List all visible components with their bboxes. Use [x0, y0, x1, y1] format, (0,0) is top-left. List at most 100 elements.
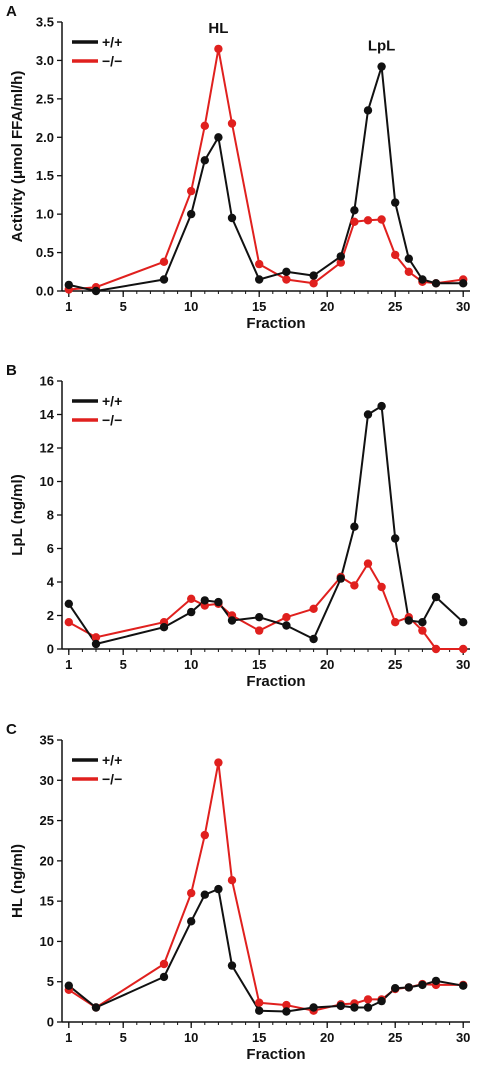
- data-point-wild-type: [377, 401, 386, 411]
- data-point-wild-type: [350, 206, 359, 215]
- data-point-wild-type: [350, 522, 359, 531]
- data-point-wild-type: [391, 198, 400, 207]
- y-tick-label: 3.5: [36, 15, 54, 30]
- data-point-wild-type: [459, 981, 468, 990]
- data-point-wild-type: [309, 634, 318, 644]
- y-tick-label: 30: [40, 773, 54, 788]
- data-point-wild-type: [64, 981, 74, 990]
- y-tick-label: 16: [40, 374, 54, 389]
- data-point-knockout: [282, 613, 291, 622]
- data-point-wild-type: [64, 599, 74, 608]
- data-point-wild-type: [418, 275, 427, 284]
- data-point-wild-type: [336, 574, 345, 583]
- data-point-wild-type: [431, 592, 441, 602]
- data-point-knockout: [309, 604, 318, 613]
- x-tick-label: 30: [456, 657, 470, 672]
- y-tick-label: 10: [40, 934, 54, 949]
- y-tick-label: 4: [47, 575, 55, 590]
- data-point-wild-type: [255, 275, 264, 284]
- data-point-knockout: [404, 267, 413, 276]
- data-point-wild-type: [214, 884, 223, 894]
- data-point-wild-type: [391, 984, 400, 993]
- data-point-wild-type: [159, 623, 169, 632]
- legend-label: +/+: [102, 393, 122, 409]
- data-point-wild-type: [282, 621, 291, 630]
- x-tick-label: 15: [252, 1030, 266, 1045]
- data-point-wild-type: [227, 961, 237, 970]
- data-point-wild-type: [404, 616, 413, 625]
- data-point-wild-type: [214, 133, 223, 142]
- data-point-knockout: [200, 121, 209, 130]
- data-point-knockout: [187, 594, 196, 603]
- y-tick-label: 20: [40, 853, 54, 868]
- x-tick-label: 5: [120, 299, 127, 314]
- data-point-wild-type: [200, 596, 209, 605]
- data-point-knockout: [391, 618, 400, 627]
- x-tick-label: 20: [320, 657, 334, 672]
- y-tick-label: 0: [47, 1015, 54, 1030]
- x-tick-label: 1: [65, 299, 72, 314]
- data-point-wild-type: [404, 254, 413, 263]
- x-tick-label: 25: [388, 657, 402, 672]
- data-point-wild-type: [255, 613, 264, 622]
- data-point-knockout: [431, 644, 441, 654]
- y-tick-label: 3.0: [36, 53, 54, 68]
- legend-label: +/+: [102, 752, 122, 768]
- data-point-wild-type: [187, 209, 196, 219]
- x-axis-title: Fraction: [246, 673, 305, 690]
- data-point-knockout: [214, 44, 223, 54]
- data-point-knockout: [227, 876, 237, 885]
- y-tick-label: 14: [40, 407, 55, 422]
- data-point-wild-type: [64, 280, 74, 290]
- y-tick-label: 8: [47, 508, 54, 523]
- y-tick-label: 25: [40, 813, 54, 828]
- data-point-knockout: [377, 582, 386, 592]
- x-tick-label: 10: [184, 657, 198, 672]
- data-point-wild-type: [391, 534, 400, 543]
- data-point-knockout: [282, 1000, 291, 1010]
- y-tick-label: 12: [40, 441, 54, 456]
- y-tick-label: 35: [40, 733, 54, 748]
- panel-letter: C: [6, 721, 17, 738]
- data-point-wild-type: [459, 618, 468, 627]
- data-point-wild-type: [91, 1003, 101, 1012]
- data-point-knockout: [377, 215, 386, 224]
- y-axis-title: Activity (μmol FFA/ml/h): [9, 71, 26, 243]
- data-point-wild-type: [459, 279, 468, 288]
- data-point-knockout: [64, 618, 74, 627]
- y-tick-label: 2: [47, 608, 54, 623]
- peak-annotation: HL: [208, 20, 228, 37]
- x-tick-label: 10: [184, 299, 198, 314]
- data-point-knockout: [459, 644, 468, 654]
- data-point-wild-type: [336, 1001, 345, 1011]
- y-axis-title: LpL (ng/ml): [9, 474, 26, 555]
- data-point-wild-type: [227, 213, 237, 223]
- y-tick-label: 6: [47, 541, 54, 556]
- data-point-knockout: [255, 998, 264, 1007]
- series-line-knockout: [68, 761, 464, 1012]
- x-tick-label: 20: [320, 299, 334, 314]
- legend-label: −/−: [102, 771, 122, 787]
- y-tick-label: 2.5: [36, 91, 54, 106]
- x-axis-title: Fraction: [246, 315, 305, 332]
- x-tick-label: 15: [252, 299, 266, 314]
- series-line-wild-type: [67, 405, 464, 645]
- y-tick-label: 10: [40, 474, 54, 489]
- data-point-knockout: [336, 258, 345, 267]
- data-point-knockout: [159, 959, 169, 969]
- chart-panel-a: A0.00.51.01.52.02.53.03.51 5 10 15 20 25 30Fra…: [6, 3, 470, 332]
- data-point-knockout: [309, 279, 318, 288]
- data-point-knockout: [91, 633, 101, 642]
- legend-label: −/−: [102, 412, 122, 428]
- legend-label: +/+: [102, 34, 122, 50]
- data-point-wild-type: [363, 106, 373, 115]
- x-tick-label: 30: [456, 1030, 470, 1045]
- y-tick-label: 1.0: [36, 207, 54, 222]
- data-point-knockout: [363, 216, 373, 225]
- data-point-knockout: [227, 119, 237, 128]
- data-point-knockout: [363, 559, 373, 568]
- x-tick-label: 1: [65, 657, 72, 672]
- data-point-wild-type: [309, 1003, 318, 1012]
